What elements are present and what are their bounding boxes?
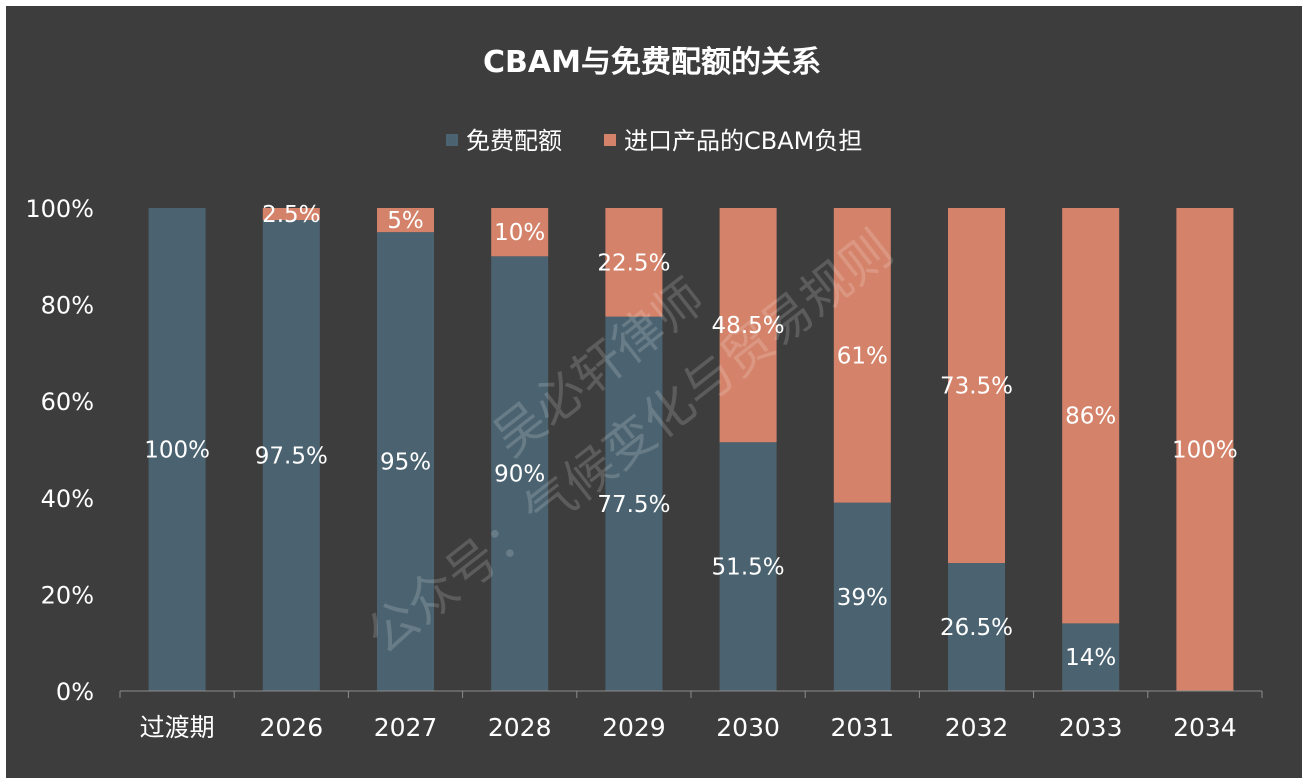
data-label: 73.5% bbox=[940, 374, 1013, 400]
data-label: 97.5% bbox=[255, 444, 328, 470]
y-tick-label: 0% bbox=[56, 678, 94, 706]
bar-segment bbox=[833, 208, 891, 503]
legend: 免费配额 进口产品的CBAM负担 bbox=[446, 127, 862, 155]
data-label: 5% bbox=[387, 208, 424, 234]
y-tick-label: 40% bbox=[41, 485, 94, 513]
data-label: 48.5% bbox=[712, 313, 785, 339]
bar-segment bbox=[1176, 208, 1234, 691]
bar-segment bbox=[719, 208, 777, 443]
bar-segment bbox=[948, 563, 1005, 691]
data-label: 100% bbox=[144, 438, 210, 464]
x-tick-label: 2031 bbox=[830, 713, 894, 742]
y-tick-label: 100% bbox=[25, 195, 94, 223]
data-label: 26.5% bbox=[940, 615, 1013, 641]
data-label: 61% bbox=[837, 343, 888, 369]
x-tick-label: 2026 bbox=[259, 713, 323, 742]
y-tick-label: 80% bbox=[41, 292, 94, 320]
data-label: 90% bbox=[494, 462, 545, 488]
chart-title: CBAM与免费配额的关系 bbox=[483, 45, 821, 80]
bar-segment bbox=[605, 316, 663, 691]
bar-segment bbox=[148, 208, 206, 691]
bar-segment bbox=[948, 208, 1005, 564]
data-label: 95% bbox=[380, 450, 431, 476]
x-tick-label: 2030 bbox=[716, 713, 780, 742]
x-tick-label: 过渡期 bbox=[140, 713, 215, 742]
data-label: 51.5% bbox=[712, 555, 785, 581]
bar-segment bbox=[491, 208, 549, 257]
x-tick-label: 2034 bbox=[1173, 713, 1237, 742]
data-label: 14% bbox=[1065, 645, 1116, 671]
chart-frame: CBAM与免费配额的关系 免费配额 进口产品的CBAM负担 0% 20% 40% 60%… bbox=[6, 6, 1302, 778]
data-label: 86% bbox=[1065, 404, 1116, 430]
x-tick-label: 2027 bbox=[374, 713, 438, 742]
data-label: 100% bbox=[1172, 438, 1238, 464]
x-tick-label: 2028 bbox=[488, 713, 552, 742]
data-label: 10% bbox=[494, 220, 545, 246]
bar-segment bbox=[1062, 623, 1120, 691]
y-axis: 0% 20% 40% 60% 80% 100% bbox=[25, 195, 94, 706]
x-tick-label: 2029 bbox=[602, 713, 666, 742]
bar-segment bbox=[262, 220, 320, 691]
bars: 100% 97.5% 2.5% 95% 5% 90% 10% 77.5% 22.5% 51.5% 4… bbox=[144, 202, 1238, 691]
data-label: 22.5% bbox=[597, 250, 670, 276]
y-tick-label: 60% bbox=[41, 388, 94, 416]
legend-swatch-0 bbox=[446, 134, 458, 146]
data-label: 77.5% bbox=[597, 492, 670, 518]
y-tick-label: 20% bbox=[41, 581, 94, 609]
legend-swatch-1 bbox=[604, 134, 616, 146]
bar-segment bbox=[719, 442, 777, 691]
x-tick-label: 2033 bbox=[1059, 713, 1123, 742]
legend-label-0: 免费配额 bbox=[466, 127, 562, 155]
legend-label-1: 进口产品的CBAM负担 bbox=[624, 127, 862, 155]
bar-segment bbox=[262, 208, 320, 221]
data-label: 2.5% bbox=[262, 202, 320, 228]
bar-segment bbox=[1062, 208, 1120, 624]
stacked-bar-chart: CBAM与免费配额的关系 免费配额 进口产品的CBAM负担 0% 20% 40% 60%… bbox=[25, 45, 1263, 742]
x-tick-label: 2032 bbox=[945, 713, 1009, 742]
bar-segment bbox=[377, 208, 434, 233]
bar-segment bbox=[491, 256, 549, 691]
bar-segment bbox=[377, 232, 434, 691]
bar-segment bbox=[833, 502, 891, 691]
bar-segment bbox=[605, 208, 663, 317]
data-label: 39% bbox=[837, 585, 888, 611]
x-axis: 过渡期 2026 2027 2028 2029 2030 2031 2032 2033 2034 bbox=[119, 690, 1263, 742]
